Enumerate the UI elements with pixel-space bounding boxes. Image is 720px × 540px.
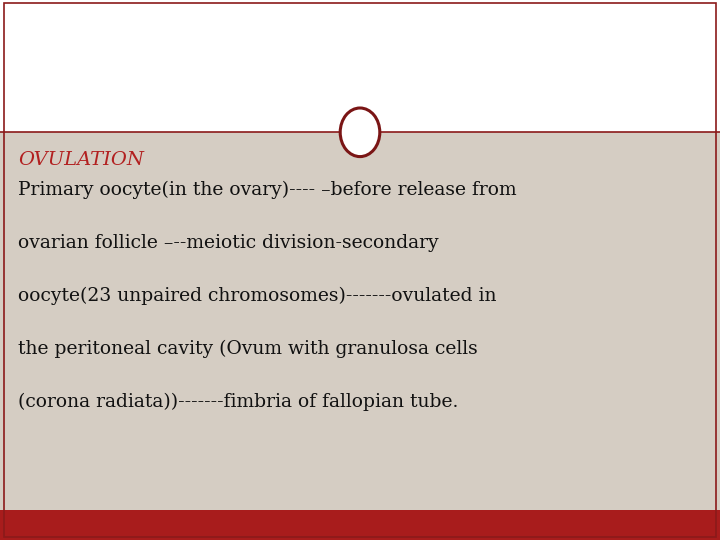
- FancyBboxPatch shape: [0, 132, 720, 510]
- FancyBboxPatch shape: [0, 0, 720, 132]
- Ellipse shape: [340, 108, 380, 157]
- Text: (corona radiata))-------fimbria of fallopian tube.: (corona radiata))-------fimbria of fallo…: [18, 393, 459, 411]
- FancyBboxPatch shape: [0, 510, 720, 540]
- Text: the peritoneal cavity (Ovum with granulosa cells: the peritoneal cavity (Ovum with granulo…: [18, 340, 478, 358]
- Text: OVULATION: OVULATION: [18, 151, 144, 169]
- Text: Primary oocyte(in the ovary)---- –before release from: Primary oocyte(in the ovary)---- –before…: [18, 181, 517, 199]
- Text: oocyte(23 unpaired chromosomes)-------ovulated in: oocyte(23 unpaired chromosomes)-------ov…: [18, 287, 497, 305]
- Text: ovarian follicle –--meiotic division-secondary: ovarian follicle –--meiotic division-sec…: [18, 234, 438, 252]
